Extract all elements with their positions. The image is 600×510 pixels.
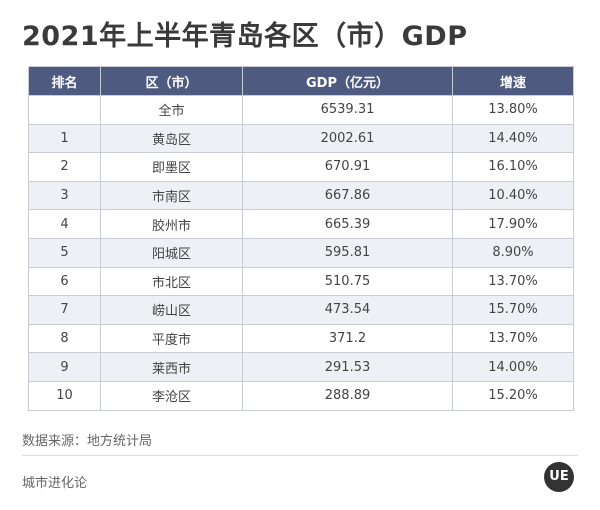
cell-rank: 1: [28, 123, 101, 154]
cell-growth: 17.90%: [452, 209, 574, 239]
cell-district: 市南区: [100, 180, 243, 211]
cell-gdp: 288.89: [242, 380, 453, 411]
cell-gdp: 473.54: [242, 295, 453, 325]
cell-gdp: 595.81: [242, 237, 453, 268]
cell-rank: 2: [28, 152, 101, 182]
cell-district: 崂山区: [100, 295, 243, 325]
cell-district: 平度市: [100, 323, 243, 354]
cell-rank: 3: [28, 180, 101, 211]
cell-growth: 14.40%: [452, 123, 574, 154]
cell-growth: 13.70%: [452, 323, 574, 354]
cell-gdp: 6539.31: [242, 95, 453, 125]
table-header-row: 排名 区（市） GDP（亿元） 增速: [28, 66, 574, 96]
gdp-table: 排名 区（市） GDP（亿元） 增速 全市 6539.31 13.80% 1 黄…: [28, 66, 574, 411]
cell-rank: [28, 95, 101, 125]
footer-divider: [22, 455, 578, 456]
cell-district: 胶州市: [100, 209, 243, 239]
cell-rank: 8: [28, 323, 101, 354]
cell-growth: 15.70%: [452, 295, 574, 325]
cell-gdp: 291.53: [242, 352, 453, 382]
cell-gdp: 371.2: [242, 323, 453, 354]
table-row: 7 崂山区 473.54 15.70%: [28, 295, 574, 325]
cell-rank: 5: [28, 237, 101, 268]
cell-gdp: 510.75: [242, 266, 453, 297]
cell-district: 莱西市: [100, 352, 243, 382]
cell-growth: 10.40%: [452, 180, 574, 211]
cell-gdp: 667.86: [242, 180, 453, 211]
cell-growth: 16.10%: [452, 152, 574, 182]
cell-gdp: 2002.61: [242, 123, 453, 154]
footer-brand: 城市进化论: [22, 476, 88, 491]
cell-district: 李沧区: [100, 380, 243, 411]
page-title: 2021年上半年青岛各区（市）GDP: [22, 21, 468, 52]
table-row: 9 莱西市 291.53 14.00%: [28, 352, 574, 382]
cell-district: 市北区: [100, 266, 243, 297]
cell-rank: 7: [28, 295, 101, 325]
header-district: 区（市）: [100, 66, 243, 96]
table-row: 6 市北区 510.75 13.70%: [28, 266, 574, 297]
table-row: 10 李沧区 288.89 15.20%: [28, 380, 574, 411]
cell-district: 全市: [100, 95, 243, 125]
cell-rank: 6: [28, 266, 101, 297]
brand-logo-icon: UE: [544, 462, 574, 492]
cell-district: 阳城区: [100, 237, 243, 268]
cell-rank: 9: [28, 352, 101, 382]
table-row: 全市 6539.31 13.80%: [28, 95, 574, 125]
header-growth: 增速: [452, 66, 574, 96]
table-row: 1 黄岛区 2002.61 14.40%: [28, 123, 574, 154]
cell-rank: 10: [28, 380, 101, 411]
cell-district: 黄岛区: [100, 123, 243, 154]
cell-gdp: 670.91: [242, 152, 453, 182]
header-rank: 排名: [28, 66, 101, 96]
cell-growth: 14.00%: [452, 352, 574, 382]
table-row: 4 胶州市 665.39 17.90%: [28, 209, 574, 239]
table-row: 2 即墨区 670.91 16.10%: [28, 152, 574, 182]
cell-growth: 15.20%: [452, 380, 574, 411]
cell-district: 即墨区: [100, 152, 243, 182]
cell-rank: 4: [28, 209, 101, 239]
cell-growth: 13.70%: [452, 266, 574, 297]
data-source-note: 数据来源：地方统计局: [22, 434, 153, 449]
cell-growth: 8.90%: [452, 237, 574, 268]
cell-growth: 13.80%: [452, 95, 574, 125]
table-row: 3 市南区 667.86 10.40%: [28, 180, 574, 211]
table-row: 5 阳城区 595.81 8.90%: [28, 237, 574, 268]
cell-gdp: 665.39: [242, 209, 453, 239]
header-gdp: GDP（亿元）: [242, 66, 453, 96]
table-row: 8 平度市 371.2 13.70%: [28, 323, 574, 354]
